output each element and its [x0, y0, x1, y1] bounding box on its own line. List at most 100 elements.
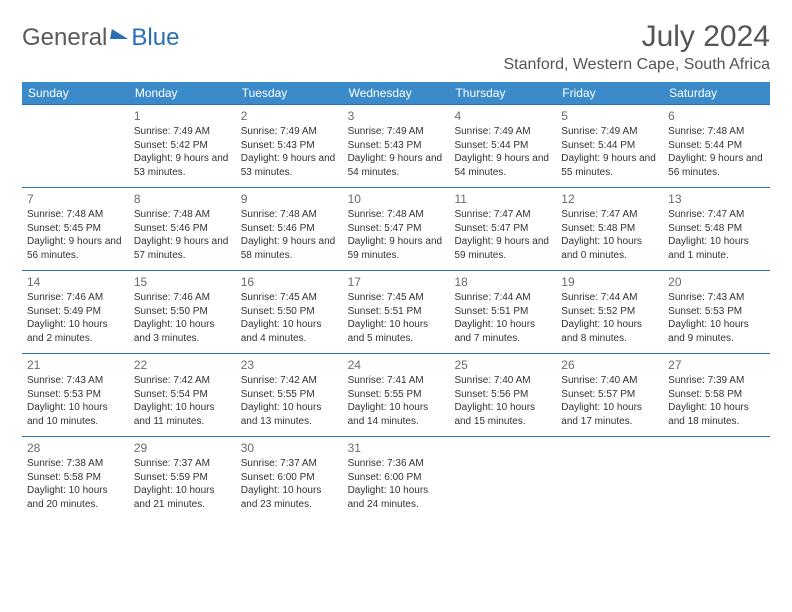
day-cell: 2Sunrise: 7:49 AMSunset: 5:43 PMDaylight…: [236, 105, 343, 187]
week-row: 14Sunrise: 7:46 AMSunset: 5:49 PMDayligh…: [22, 270, 770, 353]
sunrise-text: Sunrise: 7:45 AM: [348, 291, 445, 305]
sunrise-text: Sunrise: 7:49 AM: [348, 125, 445, 139]
sunrise-text: Sunrise: 7:48 AM: [134, 208, 231, 222]
day-cell: [22, 105, 129, 187]
sunrise-text: Sunrise: 7:45 AM: [241, 291, 338, 305]
day-cell: 3Sunrise: 7:49 AMSunset: 5:43 PMDaylight…: [343, 105, 450, 187]
sunrise-text: Sunrise: 7:44 AM: [454, 291, 551, 305]
daylight-text: Daylight: 9 hours and 57 minutes.: [134, 235, 231, 262]
sunset-text: Sunset: 5:58 PM: [27, 471, 124, 485]
daylight-text: Daylight: 10 hours and 1 minute.: [668, 235, 765, 262]
sunrise-text: Sunrise: 7:41 AM: [348, 374, 445, 388]
brand-triangle-icon: [111, 29, 131, 39]
brand-part1: General: [22, 24, 107, 52]
sunrise-text: Sunrise: 7:46 AM: [27, 291, 124, 305]
day-number: 17: [348, 274, 445, 290]
day-number: 13: [668, 191, 765, 207]
daylight-text: Daylight: 10 hours and 10 minutes.: [27, 401, 124, 428]
day-cell: [556, 437, 663, 519]
dow-tuesday: Tuesday: [236, 82, 343, 104]
sunset-text: Sunset: 5:45 PM: [27, 222, 124, 236]
week-row: 1Sunrise: 7:49 AMSunset: 5:42 PMDaylight…: [22, 104, 770, 187]
sunset-text: Sunset: 5:55 PM: [241, 388, 338, 402]
sunset-text: Sunset: 5:55 PM: [348, 388, 445, 402]
dow-friday: Friday: [556, 82, 663, 104]
sunrise-text: Sunrise: 7:42 AM: [134, 374, 231, 388]
sunrise-text: Sunrise: 7:46 AM: [134, 291, 231, 305]
daylight-text: Daylight: 9 hours and 54 minutes.: [348, 152, 445, 179]
day-cell: 15Sunrise: 7:46 AMSunset: 5:50 PMDayligh…: [129, 271, 236, 353]
sunrise-text: Sunrise: 7:39 AM: [668, 374, 765, 388]
day-number: 7: [27, 191, 124, 207]
day-number: 9: [241, 191, 338, 207]
sunrise-text: Sunrise: 7:40 AM: [561, 374, 658, 388]
daylight-text: Daylight: 10 hours and 0 minutes.: [561, 235, 658, 262]
day-number: 27: [668, 357, 765, 373]
sunrise-text: Sunrise: 7:38 AM: [27, 457, 124, 471]
sunset-text: Sunset: 5:43 PM: [241, 139, 338, 153]
sunset-text: Sunset: 5:51 PM: [348, 305, 445, 319]
sunset-text: Sunset: 5:46 PM: [134, 222, 231, 236]
day-number: 25: [454, 357, 551, 373]
sunset-text: Sunset: 5:52 PM: [561, 305, 658, 319]
brand-part2: Blue: [131, 24, 179, 52]
day-number: 31: [348, 440, 445, 456]
sunrise-text: Sunrise: 7:48 AM: [27, 208, 124, 222]
daylight-text: Daylight: 9 hours and 59 minutes.: [348, 235, 445, 262]
day-of-week-header: Sunday Monday Tuesday Wednesday Thursday…: [22, 82, 770, 104]
day-number: 30: [241, 440, 338, 456]
day-number: 22: [134, 357, 231, 373]
day-cell: 17Sunrise: 7:45 AMSunset: 5:51 PMDayligh…: [343, 271, 450, 353]
day-cell: 28Sunrise: 7:38 AMSunset: 5:58 PMDayligh…: [22, 437, 129, 519]
day-number: 8: [134, 191, 231, 207]
dow-wednesday: Wednesday: [343, 82, 450, 104]
day-number: 5: [561, 108, 658, 124]
daylight-text: Daylight: 10 hours and 17 minutes.: [561, 401, 658, 428]
daylight-text: Daylight: 9 hours and 55 minutes.: [561, 152, 658, 179]
daylight-text: Daylight: 10 hours and 7 minutes.: [454, 318, 551, 345]
sunrise-text: Sunrise: 7:47 AM: [668, 208, 765, 222]
sunset-text: Sunset: 5:51 PM: [454, 305, 551, 319]
daylight-text: Daylight: 10 hours and 23 minutes.: [241, 484, 338, 511]
brand-logo: General Blue: [22, 20, 179, 52]
day-number: 6: [668, 108, 765, 124]
day-number: 15: [134, 274, 231, 290]
day-cell: 25Sunrise: 7:40 AMSunset: 5:56 PMDayligh…: [449, 354, 556, 436]
day-number: 24: [348, 357, 445, 373]
sunset-text: Sunset: 5:50 PM: [134, 305, 231, 319]
sunrise-text: Sunrise: 7:43 AM: [27, 374, 124, 388]
day-cell: 18Sunrise: 7:44 AMSunset: 5:51 PMDayligh…: [449, 271, 556, 353]
daylight-text: Daylight: 9 hours and 58 minutes.: [241, 235, 338, 262]
sunrise-text: Sunrise: 7:47 AM: [561, 208, 658, 222]
sunset-text: Sunset: 5:46 PM: [241, 222, 338, 236]
daylight-text: Daylight: 10 hours and 9 minutes.: [668, 318, 765, 345]
sunrise-text: Sunrise: 7:48 AM: [348, 208, 445, 222]
sunrise-text: Sunrise: 7:44 AM: [561, 291, 658, 305]
week-row: 21Sunrise: 7:43 AMSunset: 5:53 PMDayligh…: [22, 353, 770, 436]
sunset-text: Sunset: 5:47 PM: [348, 222, 445, 236]
sunset-text: Sunset: 5:54 PM: [134, 388, 231, 402]
sunset-text: Sunset: 5:44 PM: [454, 139, 551, 153]
day-number: 3: [348, 108, 445, 124]
daylight-text: Daylight: 10 hours and 18 minutes.: [668, 401, 765, 428]
sunset-text: Sunset: 5:50 PM: [241, 305, 338, 319]
sunrise-text: Sunrise: 7:47 AM: [454, 208, 551, 222]
daylight-text: Daylight: 9 hours and 59 minutes.: [454, 235, 551, 262]
day-number: 4: [454, 108, 551, 124]
sunset-text: Sunset: 5:44 PM: [668, 139, 765, 153]
daylight-text: Daylight: 10 hours and 4 minutes.: [241, 318, 338, 345]
daylight-text: Daylight: 10 hours and 15 minutes.: [454, 401, 551, 428]
daylight-text: Daylight: 9 hours and 56 minutes.: [668, 152, 765, 179]
day-number: 2: [241, 108, 338, 124]
sunrise-text: Sunrise: 7:48 AM: [241, 208, 338, 222]
day-number: 11: [454, 191, 551, 207]
daylight-text: Daylight: 9 hours and 54 minutes.: [454, 152, 551, 179]
day-cell: 7Sunrise: 7:48 AMSunset: 5:45 PMDaylight…: [22, 188, 129, 270]
daylight-text: Daylight: 10 hours and 20 minutes.: [27, 484, 124, 511]
month-title: July 2024: [503, 20, 770, 54]
sunrise-text: Sunrise: 7:49 AM: [454, 125, 551, 139]
day-number: 20: [668, 274, 765, 290]
day-number: 26: [561, 357, 658, 373]
day-cell: 12Sunrise: 7:47 AMSunset: 5:48 PMDayligh…: [556, 188, 663, 270]
sunset-text: Sunset: 5:49 PM: [27, 305, 124, 319]
